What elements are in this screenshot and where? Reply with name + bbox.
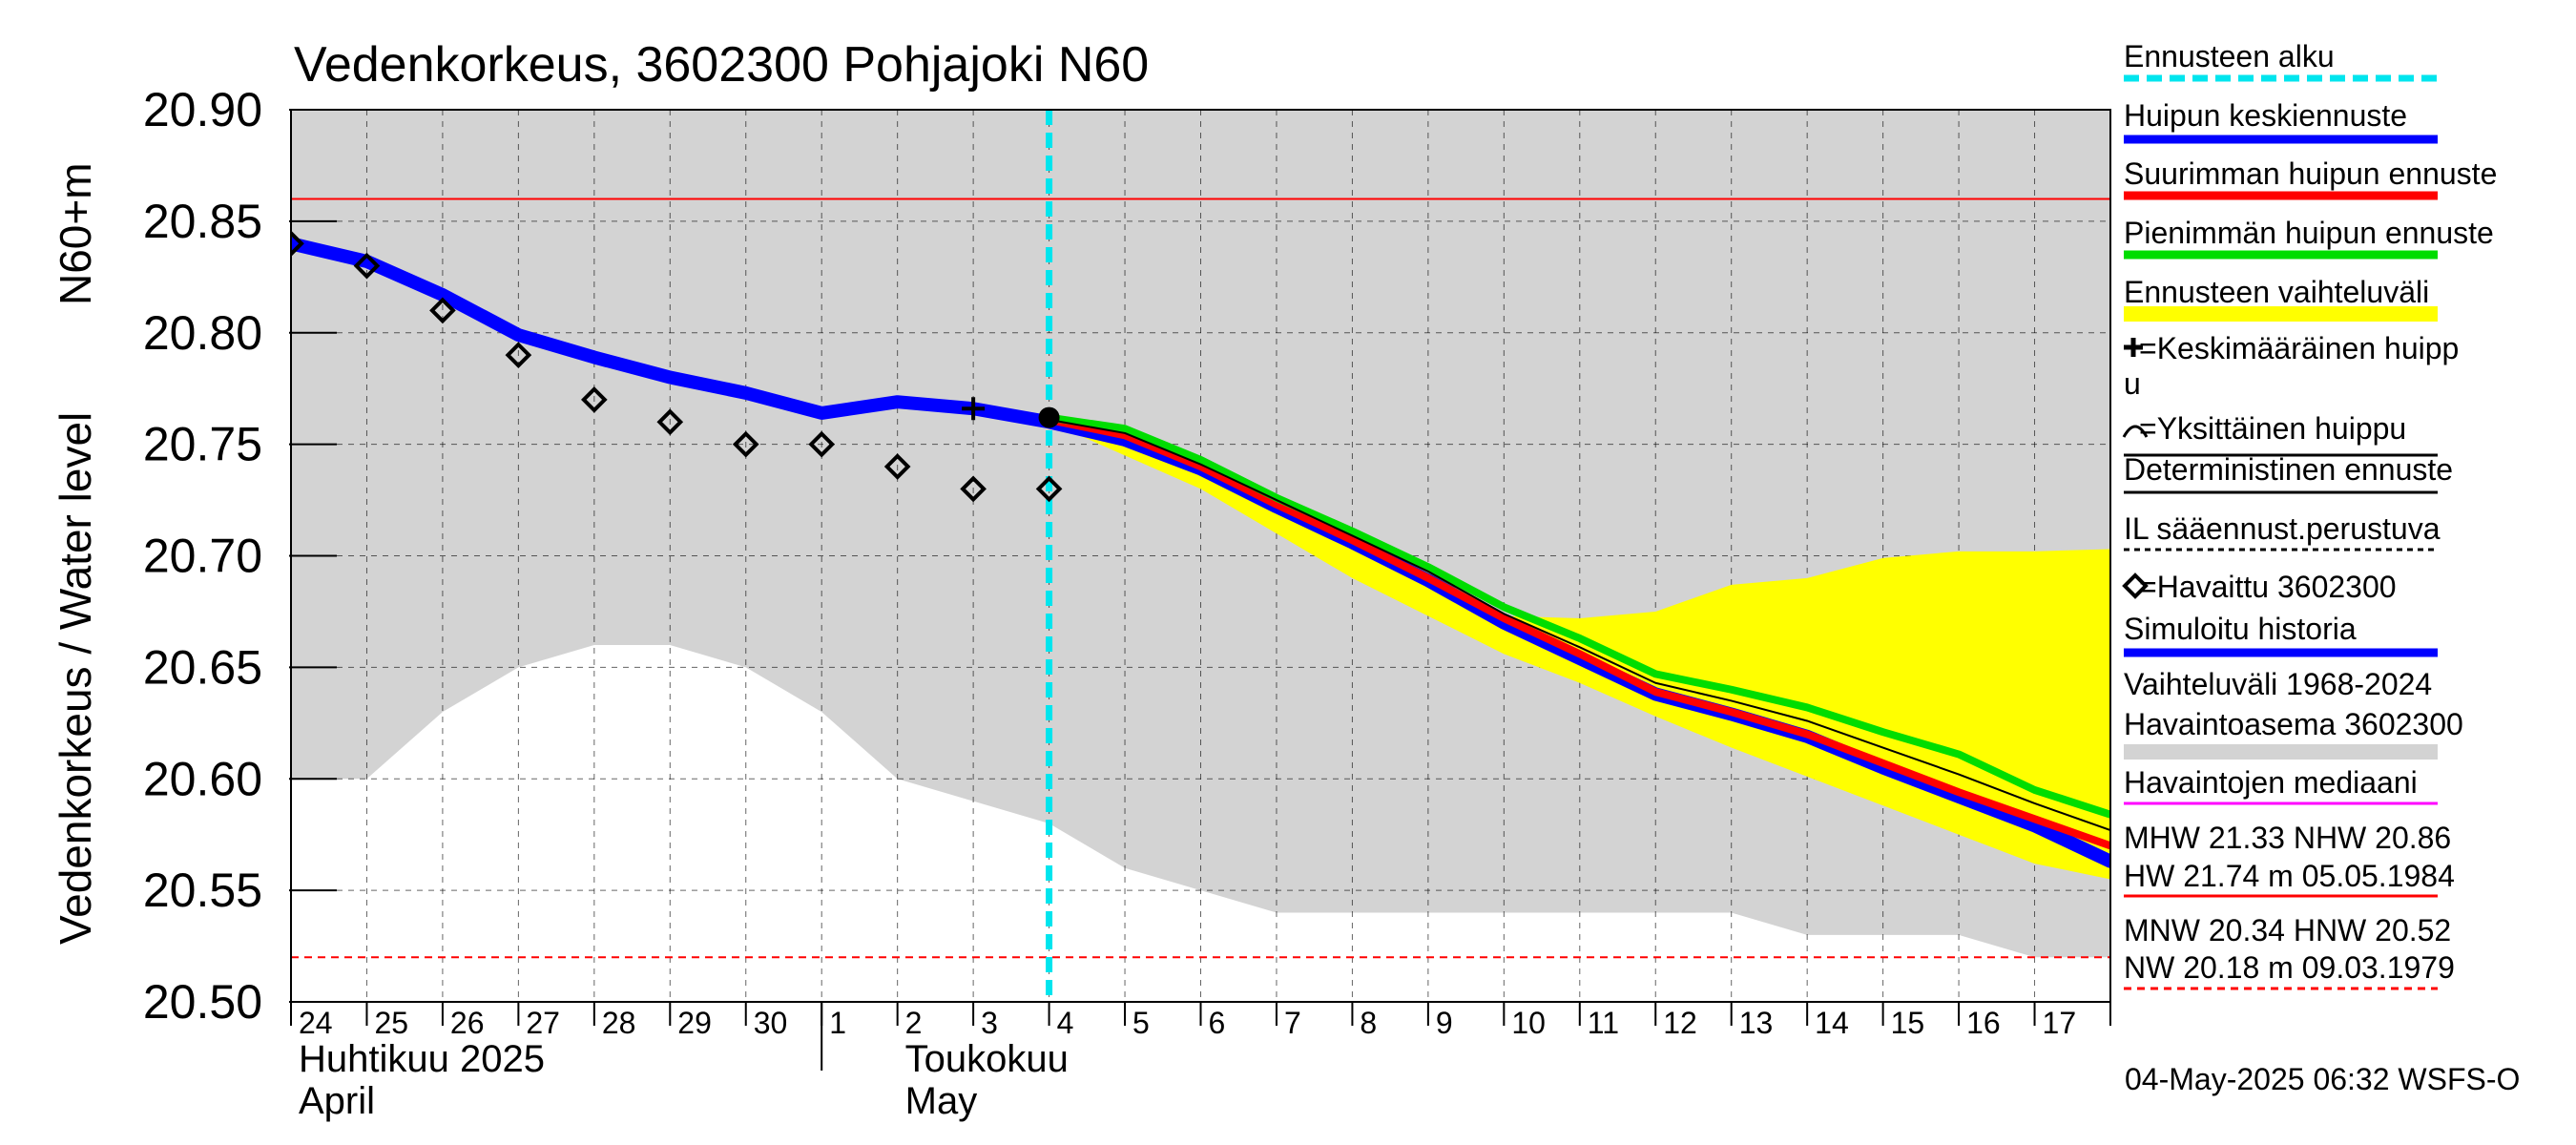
x-day-label: 11 [1588,1006,1619,1040]
x-day-label: 9 [1436,1006,1453,1040]
legend-label-2: u [2124,366,2141,401]
x-day-label: 5 [1132,1006,1150,1040]
legend-label-2: HW 21.74 m 05.05.1984 [2124,859,2455,893]
observed-point [808,430,836,458]
observed-point [429,297,456,324]
x-day-label: 6 [1209,1006,1226,1040]
legend: Ennusteen alku Huipun keskiennuste Suurimm… [2122,39,2497,990]
observed-point [353,252,381,280]
x-day-label: 26 [450,1006,485,1040]
mean-peak-marker [962,397,986,421]
legend-label: Simuloitu historia [2124,612,2357,646]
observed-point [656,408,684,436]
y-axis-unit: N60+m [51,162,100,305]
x-day-label: 7 [1284,1006,1301,1040]
legend-label: =Keskimääräinen huipp [2139,331,2459,365]
month-label-en: April [299,1080,375,1122]
legend-marker-arc [2122,425,2149,438]
plot-content [291,110,2110,1002]
series-deterministinen-ennuste [1048,418,2110,832]
legend-label: Havaintojen mediaani [2124,765,2418,800]
legend-label: MNW 20.34 HNW 20.52 [2124,913,2451,947]
month-label-en: May [905,1080,978,1122]
x-day-label: 12 [1663,1006,1697,1040]
y-tick-label: 20.80 [143,306,262,360]
series-suurimman-huipun-ennuste [1045,415,2110,850]
legend-label: Vaihteluväli 1968-2024 [2124,667,2432,701]
chart-title: Vedenkorkeus, 3602300 Pohjajoki N60 [294,37,1149,93]
x-day-label: 15 [1891,1006,1925,1040]
observed-point [732,430,759,458]
x-day-label: 2 [905,1006,923,1040]
x-day-label: 25 [374,1006,408,1040]
observed-point [581,386,608,413]
x-day-label: 28 [602,1006,636,1040]
x-day-label: 17 [2043,1006,2077,1040]
legend-label: IL sääennust.perustuva [2124,511,2441,546]
legend-label: MHW 21.33 NHW 20.86 [2124,821,2451,855]
legend-label-2: NW 20.18 m 09.03.1979 [2124,950,2455,985]
x-day-label: 8 [1360,1006,1377,1040]
legend-marker-diamond [2122,572,2149,599]
observed-point [883,453,911,480]
y-tick-label: 20.55 [143,864,262,917]
legend-marker-plus [2124,338,2143,357]
legend-label: =Havaittu 3602300 [2139,570,2397,604]
observed-point [291,230,304,258]
axes: 20.90 20.85 20.80 20.75 20.70 20.65 20.60 20.55… [143,83,2111,1122]
x-day-label: 24 [299,1006,333,1040]
month-label: Toukokuu [905,1038,1069,1080]
series-pienimm-n-huipun-ennuste [1045,413,2110,819]
month-label: Huhtikuu 2025 [299,1038,545,1080]
y-axis-label: Vedenkorkeus / Water level [51,412,100,945]
legend-label: Suurimman huipun ennuste [2124,156,2497,191]
single-peak-marker [1038,406,1060,428]
legend-label: Ennusteen alku [2124,39,2335,73]
legend-label: Huipun keskiennuste [2124,98,2407,133]
timestamp: 04-May-2025 06:32 WSFS-O [2125,1062,2520,1096]
legend-label: Deterministinen ennuste [2124,452,2453,487]
legend-label: Pienimmän huipun ennuste [2124,216,2494,250]
observed-point [960,475,987,503]
observed-point [505,342,532,368]
x-day-label: 14 [1815,1006,1849,1040]
plot-area [291,110,2110,1002]
x-day-label: 16 [1966,1006,2001,1040]
x-day-label: 13 [1739,1006,1774,1040]
x-day-label: 3 [981,1006,998,1040]
y-tick-label: 20.85 [143,195,262,248]
legend-label: Ennusteen vaihteluväli [2124,275,2429,309]
x-day-label: 30 [754,1006,788,1040]
observed-point [1035,475,1063,503]
legend-label: =Yksittäinen huippu [2139,411,2406,446]
legend-label-2: Havaintoasema 3602300 [2124,707,2463,741]
x-day-label: 29 [677,1006,712,1040]
y-tick-label: 20.60 [143,752,262,805]
y-tick-label: 20.90 [143,83,262,136]
x-day-label: 4 [1057,1006,1074,1040]
y-tick-label: 20.50 [143,975,262,1029]
y-tick-label: 20.70 [143,530,262,583]
y-tick-label: 20.75 [143,418,262,471]
x-day-label: 10 [1511,1006,1546,1040]
y-tick-label: 20.65 [143,640,262,694]
x-day-label: 27 [526,1006,560,1040]
x-day-label: 1 [829,1006,846,1040]
